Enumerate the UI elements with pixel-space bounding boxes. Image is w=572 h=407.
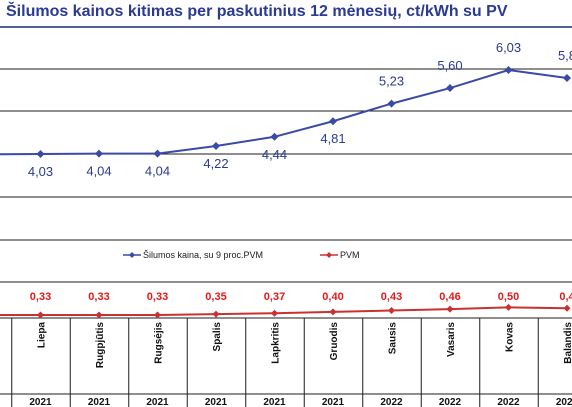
data-label-pvm: 0,43 [381,291,402,303]
x-tick-label-month: Gruodis [329,322,340,361]
series-line-pvm [0,306,568,316]
legend-marker-silumos-kaina [129,252,135,258]
x-tick-label-year: 2022 [439,397,462,407]
x-tick-label-month: Spalis [212,322,223,352]
data-label-silumos-kaina: 5,60 [437,58,462,73]
x-tick-label-year: 2021 [29,397,52,407]
x-tick-label-month: Liepa [37,322,48,349]
series-point-silumos-kaina [36,150,45,158]
x-tick-label-year: 2021 [146,397,169,407]
data-label-pvm: 0,4 [559,291,572,303]
data-label-pvm: 0,50 [498,291,519,303]
series-point-pvm [329,308,337,316]
series-point-silumos-kaina [387,99,396,108]
legend-label-silumos-kaina: Šilumos kaina, su 9 proc.PVM [143,250,263,260]
series-point-silumos-kaina [270,132,279,141]
data-label-silumos-kaina: 4,22 [203,156,228,171]
x-tick-label-year: 2021 [88,397,111,407]
x-tick-label-month: Vasaris [446,322,457,357]
x-tick-label-year: 2022 [556,397,572,407]
series-point-silumos-kaina [212,142,220,151]
x-tick-label-year: 2021 [205,397,228,407]
data-label-pvm: 0,33 [88,291,109,303]
series-point-silumos-kaina [329,117,337,126]
series-point-pvm [388,307,395,314]
x-tick-label-month: Balandis [563,322,572,364]
legend-label-pvm: PVM [340,250,360,260]
data-label-silumos-kaina: 4,44 [262,147,287,162]
data-label-silumos-kaina: 4,03 [28,164,53,179]
series-point-pvm [271,309,278,317]
series-point-pvm [212,310,220,318]
data-label-silumos-kaina: 5,23 [379,74,404,89]
data-label-silumos-kaina: 4,04 [145,164,170,179]
x-tick-label-year: 2021 [322,397,345,407]
data-label-pvm: 0,46 [439,291,460,303]
x-tick-label-month: Lapkritis [271,322,282,364]
series-point-pvm [446,305,454,313]
x-tick-label-month: Rugsėjis [154,322,165,364]
series-point-pvm [154,311,161,319]
series-point-pvm [505,303,512,311]
x-tick-label-year: 2022 [497,397,520,407]
data-label-silumos-kaina: 6,03 [496,40,521,55]
data-label-pvm: 0,37 [264,291,285,303]
data-label-pvm: 0,35 [205,291,226,303]
series-point-silumos-kaina [563,73,571,82]
series-point-silumos-kaina [153,149,162,158]
x-tick-label-year: 2022 [380,397,403,407]
x-tick-label-month: Sausis [388,322,399,355]
data-label-silumos-kaina: 5,8 [558,48,572,63]
chart-title: Šilumos kainos kitimas per paskutinius 1… [6,3,508,20]
x-tick-label-year: 2021 [263,397,286,407]
series-point-pvm [37,311,44,319]
data-label-silumos-kaina: 4,04 [86,164,111,179]
series-line-silumos-kaina [0,68,568,156]
x-tick-label-month: Kovas [505,322,516,352]
series-point-pvm [563,304,571,312]
data-label-pvm: 0,40 [322,291,343,303]
data-label-pvm: 0,33 [147,291,168,303]
legend-marker-pvm [326,252,332,258]
data-label-silumos-kaina: 4,81 [320,131,345,146]
data-label-pvm: 0,33 [30,291,51,303]
series-point-pvm [95,311,103,319]
x-tick-label-month: Rugpjūtis [95,322,106,369]
series-point-silumos-kaina [504,66,513,74]
series-point-silumos-kaina [95,149,103,158]
series-point-silumos-kaina [446,84,454,93]
